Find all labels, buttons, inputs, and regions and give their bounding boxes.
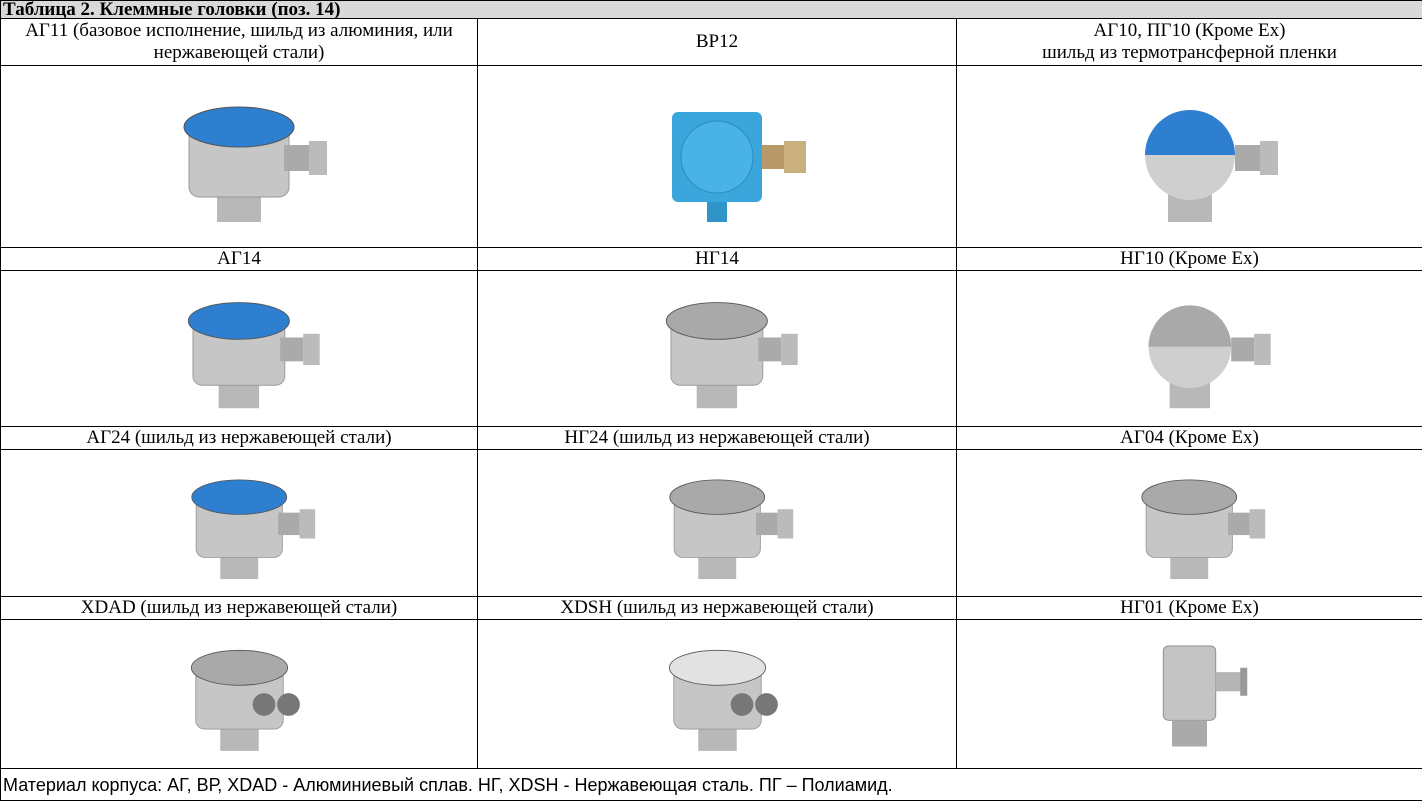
device-image xyxy=(672,111,806,222)
device-image xyxy=(1162,645,1248,747)
device-image xyxy=(1141,479,1266,580)
label-row: АГ14 НГ14 НГ10 (Кроме Ex) xyxy=(0,247,1422,271)
footer-note: Материал корпуса: АГ, ВР, XDAD - Алюмини… xyxy=(0,768,1422,801)
device-image xyxy=(1148,305,1271,409)
image-row xyxy=(0,65,1422,248)
cell-image xyxy=(955,270,1422,427)
cell-image xyxy=(955,619,1422,769)
cell-label: XDSH (шильд из нержавеющей стали) xyxy=(477,596,957,620)
cell-image xyxy=(0,270,478,427)
table-title: Таблица 2. Клеммные головки (поз. 14) xyxy=(0,0,1422,19)
cell-image xyxy=(477,270,957,427)
cell-image xyxy=(0,449,478,597)
cell-label: АГ04 (Кроме Ex) xyxy=(955,426,1422,450)
cell-label: ВР12 xyxy=(477,18,957,66)
cell-label: НГ01 (Кроме Ex) xyxy=(955,596,1422,620)
device-image xyxy=(666,302,798,409)
cell-image xyxy=(0,619,478,769)
cell-image xyxy=(955,449,1422,597)
cell-label: АГ14 xyxy=(0,247,478,271)
cell-image xyxy=(955,65,1422,248)
device-image xyxy=(1144,109,1278,222)
cell-image xyxy=(477,65,957,248)
cell-label: АГ24 (шильд из нержавеющей стали) xyxy=(0,426,478,450)
cell-image xyxy=(477,619,957,769)
cell-label: АГ11 (базовое исполнение, шильд из алюми… xyxy=(0,18,478,66)
cell-label: АГ10, ПГ10 (Кроме Ex) шильд из термотран… xyxy=(955,18,1422,66)
label-row: АГ11 (базовое исполнение, шильд из алюми… xyxy=(0,18,1422,66)
label-row: XDAD (шильд из нержавеющей стали) XDSH (ш… xyxy=(0,596,1422,620)
cell-image xyxy=(477,449,957,597)
device-image xyxy=(188,302,320,409)
device-image xyxy=(190,649,300,751)
image-row xyxy=(0,619,1422,769)
cell-label: НГ10 (Кроме Ex) xyxy=(955,247,1422,271)
image-row xyxy=(0,449,1422,597)
cell-label: НГ14 xyxy=(477,247,957,271)
label-row: АГ24 (шильд из нержавеющей стали) НГ24 (ш… xyxy=(0,426,1422,450)
cell-label: НГ24 (шильд из нержавеющей стали) xyxy=(477,426,957,450)
cell-label: XDAD (шильд из нержавеющей стали) xyxy=(0,596,478,620)
device-image xyxy=(191,479,315,580)
device-image xyxy=(668,649,778,751)
image-row xyxy=(0,270,1422,427)
cell-image xyxy=(0,65,478,248)
device-image xyxy=(183,106,327,222)
footer-row: Материал корпуса: АГ, ВР, XDAD - Алюмини… xyxy=(0,768,1422,801)
device-image xyxy=(669,479,793,580)
